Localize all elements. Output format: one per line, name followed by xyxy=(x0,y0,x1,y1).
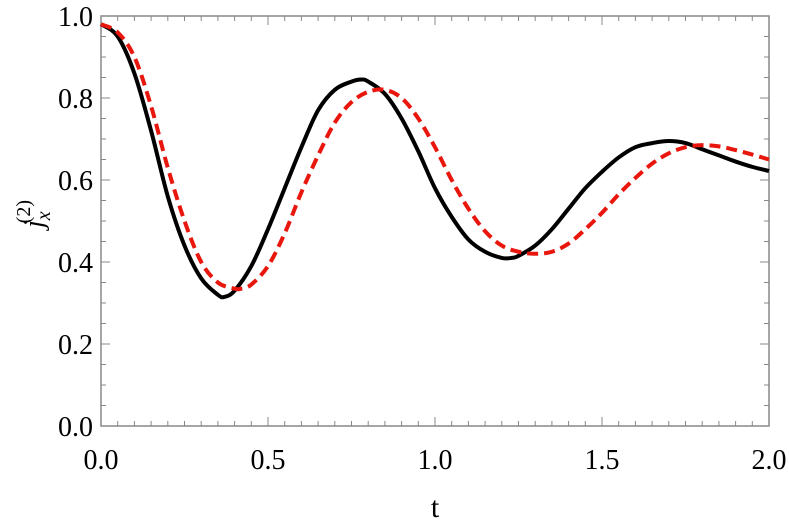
series-line-dashed-red xyxy=(100,22,770,292)
series-layer xyxy=(99,22,770,300)
y-axis-title: jx(2) xyxy=(13,200,55,231)
y-tick-label: 1.0 xyxy=(58,2,93,33)
y-axis-title-superscript: (2) xyxy=(13,200,35,223)
x-tick-label: 1.0 xyxy=(418,445,453,476)
y-axis-title-base: j xyxy=(19,220,50,231)
tick-labels: 0.0 0.5 1.0 1.5 2.0 0.0 0.2 0.4 0.6 0.8 1.0 xyxy=(58,2,787,476)
x-tick-label: 0.0 xyxy=(84,445,119,476)
y-axis-title-subscript: x xyxy=(33,211,55,221)
y-tick-label: 0.2 xyxy=(58,330,93,361)
plot-frame xyxy=(100,15,770,427)
y-tick-label: 0.4 xyxy=(58,248,93,279)
y-tick-label: 0.0 xyxy=(58,412,93,443)
axis-ticks xyxy=(100,15,770,427)
y-tick-label: 0.8 xyxy=(58,84,93,115)
x-tick-label: 1.5 xyxy=(585,445,620,476)
y-tick-label: 0.6 xyxy=(58,166,93,197)
x-tick-label: 2.0 xyxy=(752,445,787,476)
x-tick-label: 0.5 xyxy=(251,445,286,476)
series-line-solid-black xyxy=(99,22,770,300)
x-axis-title: t xyxy=(431,491,440,524)
